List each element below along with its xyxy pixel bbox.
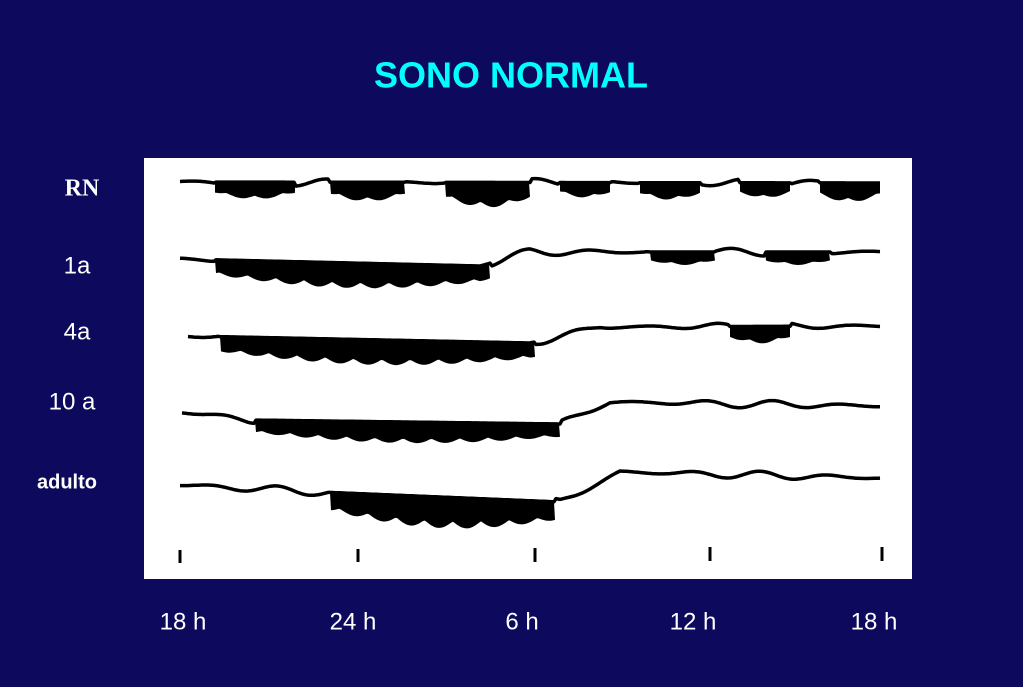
sleep-block <box>220 336 535 366</box>
row-label: 4a <box>64 318 91 345</box>
wake-line <box>181 398 880 426</box>
sleep-block <box>215 182 295 199</box>
row-label: adulto <box>37 471 97 493</box>
wake-line <box>187 321 881 347</box>
sleep-block <box>560 182 610 198</box>
sleep-waves <box>179 176 881 529</box>
sleep-block <box>640 182 700 200</box>
row-label: 1a <box>64 252 91 279</box>
time-label: 18 h <box>160 608 207 635</box>
time-label: 18 h <box>851 608 898 635</box>
time-label: 12 h <box>670 608 717 635</box>
sleep-block <box>330 492 555 529</box>
wake-line <box>179 246 881 268</box>
sleep-block <box>740 182 790 197</box>
time-label: 24 h <box>330 608 377 635</box>
sleep-block <box>730 326 790 344</box>
sleep-block <box>215 259 490 289</box>
wake-line <box>179 176 880 188</box>
time-label: 6 h <box>505 608 538 635</box>
sleep-block <box>330 182 405 201</box>
sleep-block <box>765 252 830 265</box>
row-label: 10 a <box>49 388 96 415</box>
sleep-block <box>820 182 880 201</box>
wake-line <box>180 469 881 504</box>
time-ticks <box>178 547 884 563</box>
sleep-block <box>445 182 530 208</box>
title: SONO NORMAL <box>374 55 648 96</box>
sleep-block <box>255 420 560 444</box>
sleep-block <box>650 252 715 265</box>
row-label: RN <box>65 176 100 202</box>
